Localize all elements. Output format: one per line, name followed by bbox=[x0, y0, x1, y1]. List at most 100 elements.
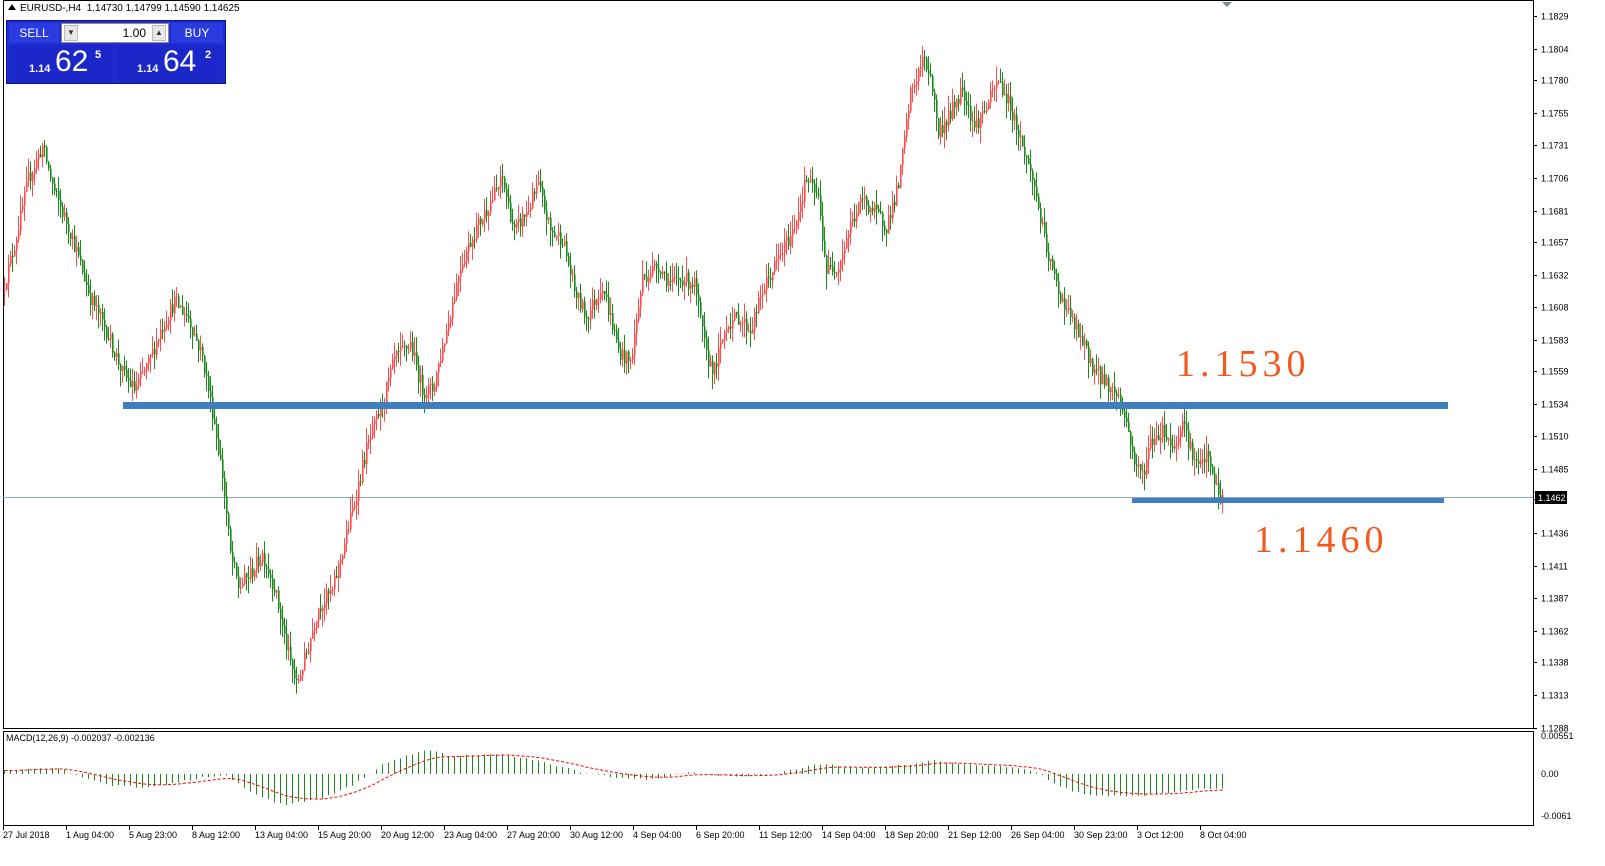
candle-body bbox=[182, 306, 184, 315]
candle-body bbox=[320, 608, 322, 612]
candle-body bbox=[144, 369, 146, 372]
candle-body bbox=[1130, 432, 1132, 446]
candle-body bbox=[286, 633, 288, 651]
candle-body bbox=[972, 120, 974, 122]
candle-body bbox=[150, 354, 152, 358]
candle-body bbox=[142, 371, 144, 373]
ask-big-digits: 64 bbox=[163, 45, 197, 78]
candle-body bbox=[30, 172, 32, 181]
candle-body bbox=[838, 269, 840, 273]
lot-increase-icon[interactable]: ▲ bbox=[152, 25, 166, 41]
candle-body bbox=[542, 187, 544, 196]
candle-body bbox=[596, 299, 598, 306]
candle-body bbox=[434, 386, 436, 392]
candle-body bbox=[506, 188, 508, 198]
shift-marker-icon[interactable] bbox=[1222, 2, 1232, 7]
candle-body bbox=[1118, 394, 1120, 397]
candle-body bbox=[20, 210, 22, 231]
time-tick-label: 8 Aug 12:00 bbox=[192, 830, 240, 840]
candle-body bbox=[514, 224, 516, 228]
candle-body bbox=[148, 357, 150, 364]
price-tick-label: 1.1657 bbox=[1541, 238, 1569, 248]
candle-body bbox=[1152, 438, 1154, 445]
candle-body bbox=[1142, 470, 1144, 472]
lot-size-stepper[interactable]: ▼ ▲ bbox=[61, 23, 169, 43]
lot-decrease-icon[interactable]: ▼ bbox=[64, 25, 78, 41]
lot-size-input[interactable] bbox=[80, 24, 150, 42]
candle-body bbox=[772, 272, 774, 281]
candle-body bbox=[260, 562, 262, 567]
candle-body bbox=[1064, 298, 1066, 311]
candle-body bbox=[218, 438, 220, 455]
candle-body bbox=[34, 168, 36, 174]
candle-body bbox=[800, 203, 802, 213]
candle-body bbox=[664, 271, 666, 273]
candle-body bbox=[240, 586, 242, 589]
candle-body bbox=[804, 180, 806, 202]
candle-body bbox=[132, 381, 134, 387]
candle-body bbox=[1112, 386, 1114, 388]
candle-body bbox=[732, 320, 734, 329]
candle-body bbox=[88, 285, 90, 294]
ask-price-button[interactable]: 1.14 64 2 bbox=[117, 45, 223, 83]
candle-body bbox=[988, 102, 990, 110]
candle-body bbox=[138, 378, 140, 386]
candle-body bbox=[1138, 464, 1140, 467]
candle-body bbox=[462, 264, 464, 270]
candle-body bbox=[566, 241, 568, 257]
candle-body bbox=[358, 481, 360, 501]
annotation-1460[interactable]: 1.1460 bbox=[1254, 519, 1389, 561]
price-tick-label: 1.1436 bbox=[1541, 529, 1569, 539]
candle-body bbox=[1166, 436, 1168, 440]
candle-body bbox=[1050, 258, 1052, 262]
candle-body bbox=[1136, 464, 1138, 467]
candle-body bbox=[1002, 82, 1004, 95]
candle-body bbox=[252, 568, 254, 577]
annotation-1530[interactable]: 1.1530 bbox=[1176, 343, 1311, 385]
candle-body bbox=[946, 121, 948, 126]
candle-body bbox=[70, 232, 72, 239]
candle-body bbox=[730, 326, 732, 329]
candle-body bbox=[1008, 95, 1010, 104]
candle-body bbox=[306, 652, 308, 654]
candle-body bbox=[98, 304, 100, 314]
candle-body bbox=[1024, 146, 1026, 157]
price-tick-label: 1.1559 bbox=[1541, 367, 1569, 377]
candle-body bbox=[582, 301, 584, 310]
candle-body bbox=[1004, 93, 1006, 95]
price-tick-label: 1.1829 bbox=[1541, 12, 1569, 22]
candle-body bbox=[1012, 111, 1014, 121]
time-tick-label: 5 Aug 23:00 bbox=[129, 830, 177, 840]
candle-body bbox=[112, 334, 114, 353]
candle-body bbox=[360, 481, 362, 483]
candle-body bbox=[740, 323, 742, 325]
candle-body bbox=[408, 347, 410, 349]
candle-body bbox=[746, 318, 748, 332]
candle-body bbox=[1034, 179, 1036, 187]
time-tick-label: 3 Oct 12:00 bbox=[1137, 830, 1184, 840]
candle-body bbox=[622, 349, 624, 360]
buy-button[interactable]: BUY bbox=[171, 23, 223, 43]
candle-body bbox=[516, 222, 518, 228]
candle-body bbox=[152, 349, 154, 355]
bid-price-button[interactable]: 1.14 62 5 bbox=[9, 45, 113, 83]
candle-body bbox=[46, 146, 48, 163]
candle-body bbox=[714, 362, 716, 375]
macd-panel-frame bbox=[3, 731, 1534, 826]
candle-body bbox=[156, 341, 158, 355]
candle-body bbox=[66, 212, 68, 225]
candle-body bbox=[1182, 421, 1184, 431]
macd-signal-line bbox=[4, 754, 1223, 800]
candle-body bbox=[8, 263, 10, 284]
macd-tick-label: 0.00551 bbox=[1541, 731, 1574, 741]
candle-body bbox=[1090, 359, 1092, 364]
candle-body bbox=[668, 280, 670, 286]
candle-body bbox=[414, 352, 416, 356]
candle-body bbox=[812, 179, 814, 184]
candle-body bbox=[718, 348, 720, 367]
candle-body bbox=[876, 204, 878, 209]
candle-body bbox=[788, 237, 790, 247]
price-tick-label: 1.1804 bbox=[1541, 45, 1569, 55]
candle-body bbox=[816, 192, 818, 194]
sell-button[interactable]: SELL bbox=[9, 23, 59, 43]
